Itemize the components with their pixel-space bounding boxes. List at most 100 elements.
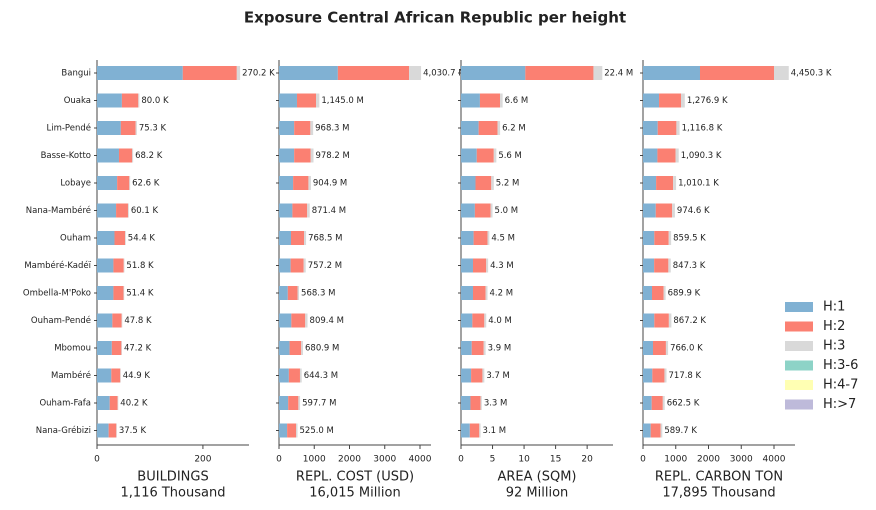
- value-label: 22.4 M: [604, 69, 633, 79]
- bar-segment: [643, 66, 700, 80]
- value-label: 4.2 M: [489, 289, 513, 299]
- bar-segment: [97, 203, 117, 218]
- value-label: 525.0 M: [300, 426, 334, 436]
- bar-segment: [491, 176, 494, 190]
- x-tick-label: 4000: [763, 455, 786, 465]
- bar-segment: [129, 176, 131, 190]
- bar-segment: [461, 423, 470, 438]
- value-label: 270.2 K: [242, 69, 275, 79]
- bar-segment: [301, 341, 304, 355]
- bar-segment: [279, 231, 291, 245]
- bar-segment: [525, 66, 594, 80]
- bar-segment: [123, 258, 125, 273]
- bar-segment: [480, 396, 482, 410]
- y-tick-label: Mambéré-Kadéï: [24, 260, 91, 271]
- bar-segment: [279, 423, 288, 438]
- value-label: 717.8 K: [669, 371, 702, 381]
- bar-segment: [114, 231, 126, 245]
- value-label: 4,030.7 M: [423, 69, 465, 79]
- bar-segment: [305, 313, 308, 328]
- bar-segment: [279, 396, 289, 410]
- value-label: 904.9 M: [313, 179, 347, 189]
- value-label: 5.0 M: [495, 206, 519, 216]
- bar-segment: [97, 341, 112, 355]
- bar-segment: [652, 341, 666, 355]
- x-tick-label: 0: [458, 455, 464, 465]
- bar-segment: [654, 231, 669, 245]
- bar-segment: [668, 231, 672, 245]
- bar-segment: [472, 286, 486, 300]
- bar-segment: [461, 203, 475, 218]
- x-tick-label: 2000: [338, 455, 361, 465]
- bar-segment: [279, 258, 291, 273]
- bar-segment: [673, 176, 677, 190]
- value-label: 47.2 K: [124, 344, 152, 354]
- value-label: 4.3 M: [490, 261, 514, 271]
- bar-segment: [113, 258, 124, 273]
- legend-label: H:4-7: [823, 378, 858, 393]
- bar-segment: [471, 368, 483, 383]
- legend-swatch: [785, 341, 813, 351]
- value-label: 867.2 K: [673, 316, 706, 326]
- bar-segment: [652, 368, 665, 383]
- y-tick-label: Ouham: [60, 234, 91, 244]
- y-tick-label: Ombella-M'Poko: [23, 289, 91, 299]
- bar-segment: [654, 258, 669, 273]
- bar-segment: [279, 203, 293, 218]
- bar-segment: [409, 66, 422, 80]
- bar-segment: [288, 396, 299, 410]
- bar-segment: [474, 203, 491, 218]
- bar-segment: [663, 286, 666, 300]
- y-tick-label: Ouham-Fafa: [39, 399, 91, 409]
- bar-segment: [486, 258, 489, 273]
- value-label: 1,090.3 K: [681, 151, 722, 161]
- value-label: 644.3 M: [304, 371, 338, 381]
- x-tick-label: 5: [490, 455, 496, 465]
- value-label: 662.5 K: [667, 399, 700, 409]
- bar-segment: [125, 231, 126, 245]
- bar-segment: [680, 93, 685, 108]
- bar-segment: [316, 93, 320, 108]
- value-label: 859.5 K: [673, 234, 706, 244]
- x-axis-label: AREA (SQM): [497, 470, 576, 485]
- bar-segment: [643, 286, 653, 300]
- bar-segment: [304, 231, 307, 245]
- y-tick-label: Bangui: [61, 69, 91, 79]
- bar-segment: [308, 176, 311, 190]
- x-tick-label: 1000: [664, 455, 687, 465]
- bar-segment: [97, 423, 109, 438]
- bar-segment: [643, 176, 657, 190]
- bar-segment: [296, 423, 298, 438]
- bar-segment: [109, 396, 118, 410]
- bar-segment: [461, 176, 476, 190]
- value-label: 1,116.8 K: [682, 124, 723, 134]
- bar-segment: [643, 121, 658, 135]
- legend-swatch: [785, 321, 813, 332]
- bar-segment: [303, 258, 306, 273]
- bar-segment: [138, 93, 140, 108]
- bar-segment: [643, 396, 652, 410]
- value-label: 6.6 M: [505, 96, 529, 106]
- bar-segment: [643, 148, 658, 163]
- bar-segment: [296, 93, 317, 108]
- bar-segment: [111, 368, 121, 383]
- value-label: 757.2 M: [308, 261, 342, 271]
- bar-segment: [482, 368, 485, 383]
- bar-segment: [292, 203, 308, 218]
- bar-segment: [279, 286, 288, 300]
- value-label: 597.7 M: [302, 399, 336, 409]
- y-tick-label: Nana-Mambéré: [26, 205, 91, 216]
- bar-segment: [279, 121, 295, 135]
- bar-segment: [668, 313, 672, 328]
- bar-segment: [659, 93, 681, 108]
- bar-segment: [108, 423, 117, 438]
- bar-segment: [660, 423, 663, 438]
- bar-segment: [97, 176, 118, 190]
- bar-segment: [112, 313, 122, 328]
- bar-segment: [643, 231, 655, 245]
- value-label: 3.9 M: [488, 344, 512, 354]
- x-axis-label: BUILDINGS: [137, 470, 208, 485]
- x-axis-subtitle: 1,116 Thousand: [121, 486, 226, 501]
- bar-segment: [116, 423, 117, 438]
